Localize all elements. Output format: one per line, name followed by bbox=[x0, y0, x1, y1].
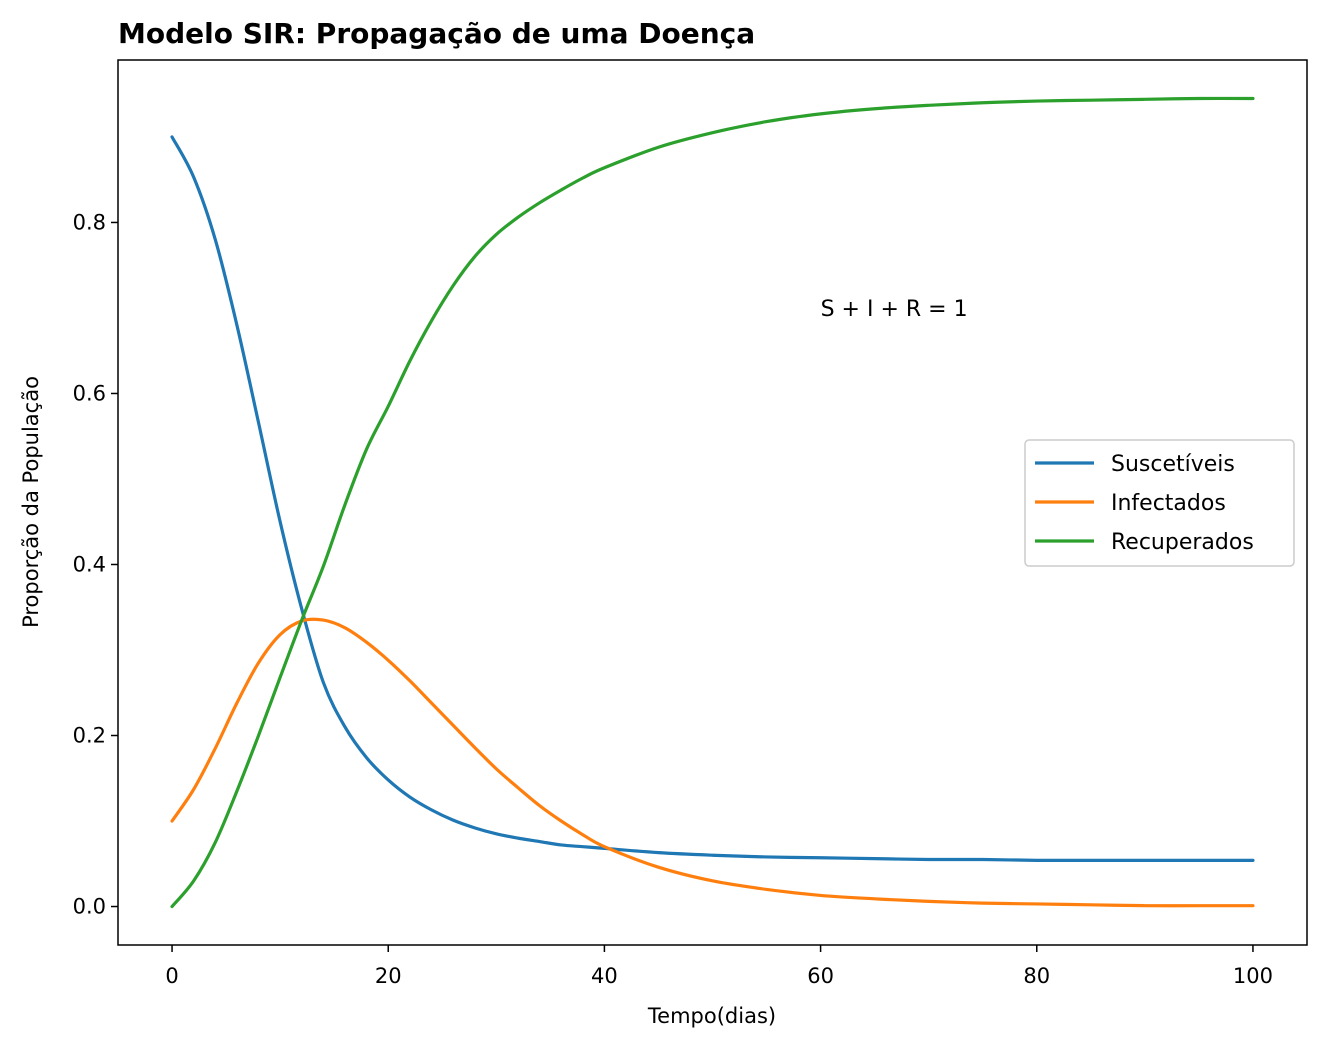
y-tick-label: 0.0 bbox=[73, 895, 106, 919]
x-tick-label: 20 bbox=[375, 964, 402, 988]
x-tick-label: 80 bbox=[1023, 964, 1050, 988]
series-line-0 bbox=[170, 135, 1255, 863]
legend-label-2: Recuperados bbox=[1111, 530, 1254, 555]
y-tick-label: 0.2 bbox=[73, 724, 106, 748]
y-axis: 0.0 0.2 0.4 0.6 0.8 bbox=[73, 210, 118, 919]
x-tick-label: 100 bbox=[1233, 964, 1273, 988]
series-line-1 bbox=[170, 617, 1255, 908]
x-axis-label: Tempo(dias) bbox=[647, 1004, 776, 1028]
series-line-2 bbox=[170, 96, 1255, 909]
legend: Suscetíveis Infectados Recuperados bbox=[1024, 439, 1295, 567]
x-tick-label: 60 bbox=[807, 964, 834, 988]
plot-area-frame bbox=[117, 59, 1308, 946]
y-tick-label: 0.6 bbox=[73, 381, 106, 405]
x-tick-label: 0 bbox=[165, 964, 178, 988]
legend-label-1: Infectados bbox=[1111, 491, 1226, 516]
legend-box bbox=[1024, 439, 1295, 567]
y-tick-label: 0.8 bbox=[73, 210, 106, 234]
y-tick-label: 0.4 bbox=[73, 552, 106, 576]
equation-annotation: S + I + R = 1 bbox=[821, 297, 968, 322]
legend-label-0: Suscetíveis bbox=[1111, 452, 1235, 477]
x-tick-label: 40 bbox=[591, 964, 618, 988]
chart-title: Modelo SIR: Propagação de uma Doença bbox=[118, 17, 755, 50]
y-axis-label: Proporção da População bbox=[19, 376, 43, 628]
x-axis: 0 20 40 60 80 100 bbox=[165, 945, 1273, 988]
series-layer bbox=[170, 96, 1255, 909]
